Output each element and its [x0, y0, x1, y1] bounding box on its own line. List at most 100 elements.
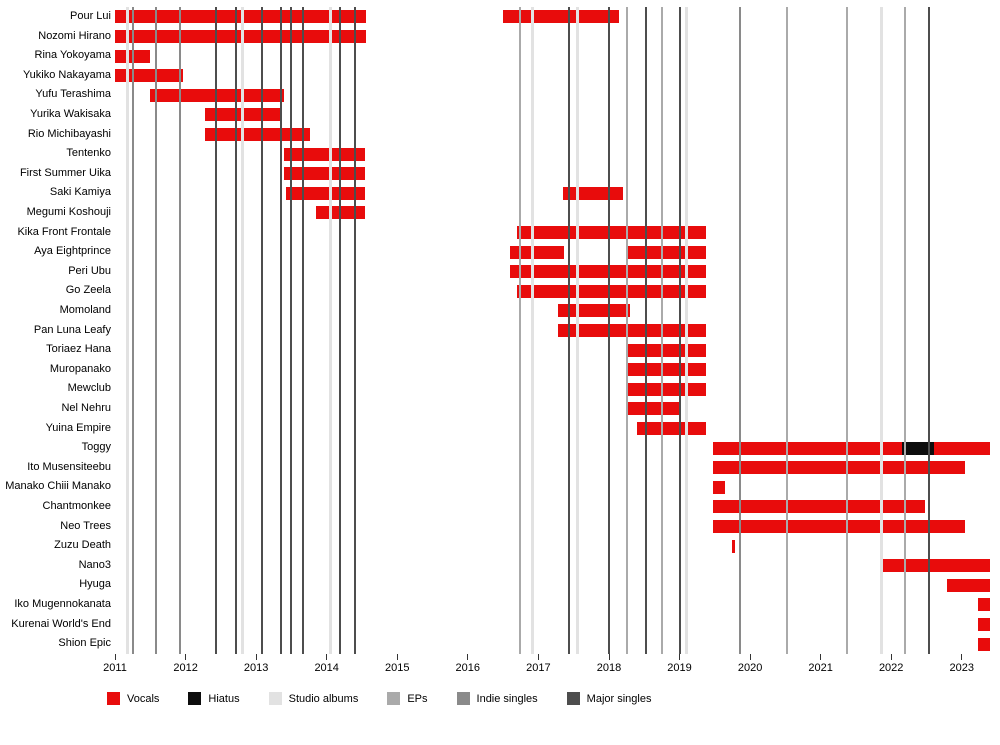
- x-axis-tick: [255, 654, 257, 660]
- timeline-bar-vocals: [882, 559, 990, 573]
- timeline-bar-vocals: [712, 500, 926, 514]
- release-line-album: [531, 7, 535, 654]
- timeline-bar-vocals: [712, 461, 966, 475]
- x-axis-tick: [961, 654, 963, 660]
- x-axis-tick: [114, 654, 116, 660]
- legend: Vocals Hiatus Studio albums EPs Indie single…: [107, 692, 651, 705]
- member-label: Manako Chiii Manako: [5, 480, 111, 493]
- legend-label: Studio albums: [288, 692, 359, 705]
- timeline-bar-hiatus: [901, 441, 934, 455]
- release-line-major: [568, 7, 571, 654]
- x-axis-year-label: 2018: [596, 662, 622, 674]
- timeline-bar-vocals: [558, 323, 706, 337]
- release-line-ep: [845, 7, 848, 654]
- timeline-bar-vocals: [637, 421, 706, 435]
- member-label: Chantmonkee: [42, 500, 112, 512]
- release-line-major: [645, 7, 648, 654]
- member-label: Yukiko Nakayama: [22, 68, 111, 81]
- timeline-bar-vocals: [978, 617, 990, 631]
- x-axis-tick: [679, 654, 680, 660]
- x-axis-year-label: 2015: [385, 662, 410, 674]
- release-line-major: [279, 7, 282, 654]
- release-line-ep: [785, 7, 788, 654]
- member-label: Neo Trees: [60, 519, 111, 532]
- release-line-major: [608, 7, 610, 654]
- member-label: Aya Eightprince: [34, 245, 111, 258]
- member-label: Nel Nehru: [61, 402, 111, 414]
- x-axis: 2011 2012 2013 2014 2015 2016 2017 2018 2019 2020…: [103, 654, 990, 680]
- legend-swatch-vocals: [107, 692, 120, 705]
- timeline-bar-vocals: [628, 382, 706, 396]
- x-axis-tick: [537, 654, 539, 660]
- timeline-bar-vocals: [628, 363, 706, 377]
- member-label: First Summer Uika: [19, 166, 111, 179]
- timeline-bar-vocals: [205, 127, 310, 141]
- x-axis-tick: [820, 654, 822, 660]
- release-line-major: [235, 7, 238, 654]
- member-label: Zuzu Death: [54, 539, 111, 552]
- x-axis-year-label: 2012: [173, 662, 198, 674]
- timeline-plot-area: [115, 7, 990, 654]
- x-axis-year-label: 2023: [949, 662, 975, 674]
- timeline-bar-vocals: [510, 245, 565, 259]
- release-line-album: [685, 7, 689, 654]
- timeline-bar-vocals: [517, 225, 706, 239]
- timeline-bar-vocals: [628, 402, 680, 416]
- member-label: Toggy: [81, 441, 111, 454]
- x-axis-year-label: 2013: [243, 662, 269, 674]
- timeline-bar-vocals: [628, 343, 706, 357]
- legend-swatch-major: [566, 692, 580, 705]
- legend-label: EPs: [407, 692, 428, 705]
- timeline-bar-vocals: [284, 167, 366, 181]
- member-label: Hyuga: [79, 578, 111, 591]
- x-axis-tick: [467, 654, 469, 660]
- release-line-ep: [519, 7, 521, 654]
- timeline-bar-vocals: [933, 441, 990, 455]
- member-label: Saki Kamiya: [49, 186, 111, 199]
- timeline-bar-vocals: [628, 245, 706, 259]
- release-line-indie: [738, 7, 741, 654]
- release-line-major: [260, 7, 263, 654]
- legend-item-indie: Indie singles: [456, 692, 538, 705]
- x-axis-year-label: 2016: [455, 662, 481, 674]
- member-label: Yufu Terashima: [35, 88, 111, 101]
- x-axis-tick: [185, 654, 187, 660]
- member-label: Rina Yokoyama: [34, 49, 111, 62]
- x-axis-year-label: 2017: [526, 662, 551, 674]
- x-axis-year-label: 2020: [737, 662, 763, 674]
- member-label: Peri Ubu: [68, 264, 111, 277]
- legend-swatch-hiatus: [188, 692, 202, 705]
- release-line-indie: [178, 7, 181, 654]
- legend-item-album: Studio albums: [268, 692, 359, 705]
- x-axis-tick: [608, 654, 610, 660]
- member-label: Iko Mugennokanata: [14, 598, 111, 610]
- timeline-bar-vocals: [285, 186, 366, 200]
- release-line-album: [879, 7, 883, 654]
- legend-item-hiatus: Hiatus: [188, 692, 240, 705]
- member-label: Nozomi Hirano: [38, 29, 111, 42]
- release-line-album: [126, 7, 130, 654]
- timeline-bar-vocals: [510, 265, 706, 279]
- member-label: Yurika Wakisaka: [30, 108, 111, 120]
- member-label: Ito Musensiteebu: [27, 460, 111, 473]
- timeline-bar-vocals: [731, 539, 736, 553]
- member-label: Pour Lui: [70, 10, 111, 22]
- x-axis-tick: [396, 654, 398, 660]
- member-label: Tentenko: [66, 147, 111, 160]
- legend-item-vocals: Vocals: [107, 692, 159, 705]
- timeline-bar-vocals: [150, 88, 285, 102]
- legend-item-major: Major singles: [566, 692, 651, 705]
- member-label: Mewclub: [67, 382, 111, 395]
- timeline-bar-vocals: [712, 519, 966, 533]
- member-label: Muropanako: [49, 362, 111, 375]
- release-line-indie: [154, 7, 157, 654]
- member-label: Rio Michibayashi: [27, 127, 111, 140]
- member-label: Kika Front Frontale: [17, 225, 111, 238]
- timeline-bar-vocals: [978, 637, 990, 651]
- timeline-bar-vocals: [517, 284, 706, 298]
- release-line-major: [339, 7, 342, 654]
- x-axis-year-label: 2011: [103, 662, 127, 674]
- member-labels-column: Pour Lui Nozomi Hirano Rina Yokoyama Yukiko…: [0, 7, 111, 654]
- legend-label: Indie singles: [476, 692, 538, 705]
